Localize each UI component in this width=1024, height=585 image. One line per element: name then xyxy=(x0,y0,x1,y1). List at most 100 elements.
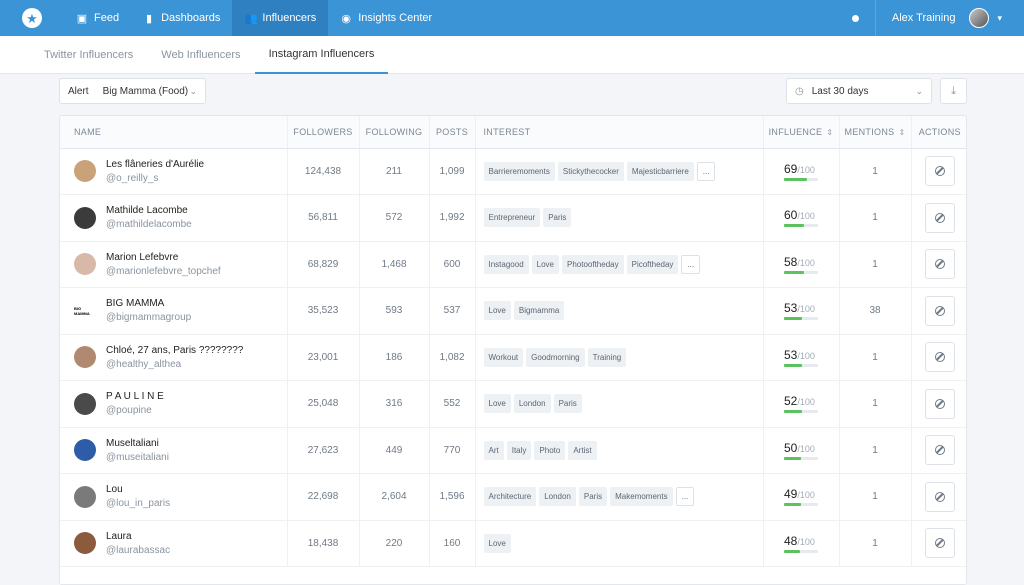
table-row[interactable]: BIG MAMMA BIG MAMMA @bigmammagroup 35,523 59… xyxy=(60,287,966,335)
table-row[interactable]: Chloé, 27 ans, Paris ???????? @healthy_al… xyxy=(60,334,966,381)
interest-tag[interactable]: Paris xyxy=(543,208,572,228)
user-avatar[interactable] xyxy=(969,8,990,28)
sort-icon: ⇕ xyxy=(826,127,834,137)
posts-cell: 552 xyxy=(429,380,476,428)
column-header-mentions[interactable]: MENTIONS ⇕ xyxy=(839,116,912,149)
name-cell: Chloé, 27 ans, Paris ???????? @healthy_al… xyxy=(60,334,288,381)
tab-web-influencers[interactable]: Web Influencers xyxy=(161,49,241,61)
block-button[interactable] xyxy=(924,342,955,373)
mentions-cell: 1 xyxy=(839,334,912,381)
block-button[interactable] xyxy=(924,435,955,466)
block-button[interactable] xyxy=(924,481,955,512)
influencer-profile[interactable]: Lou @lou_in_paris xyxy=(74,484,287,509)
avatar: BIG MAMMA xyxy=(74,299,96,322)
interest-tag[interactable]: London xyxy=(539,487,576,507)
mentions-cell: 1 xyxy=(839,148,912,195)
more-tags-button[interactable]: ... xyxy=(675,487,695,507)
actions-cell xyxy=(911,194,966,242)
alert-dropdown[interactable]: Alert Big Mamma (Food) ⌄ xyxy=(59,78,206,104)
block-button[interactable] xyxy=(924,388,955,419)
interest-tag[interactable]: Love xyxy=(483,301,511,321)
block-button[interactable] xyxy=(924,295,955,326)
influence-bar xyxy=(784,549,818,553)
interest-cell: Barrieremoments Stickythecocker Majesticba… xyxy=(475,148,764,195)
nav-item-insights-center[interactable]: ◉ Insights Center xyxy=(328,0,444,36)
avatar xyxy=(74,253,96,276)
interest-tag[interactable]: Paris xyxy=(578,487,608,507)
table-row[interactable]: Museltaliani @museitaliani 27,623 449 770 Art… xyxy=(60,427,966,474)
interest-tag[interactable]: London xyxy=(513,394,551,414)
influencer-profile[interactable]: Laura @laurabassac xyxy=(74,531,287,556)
following-cell: 1,468 xyxy=(359,241,430,288)
influencer-profile[interactable]: Les flâneries d'Aurélie @o_reilly_s xyxy=(74,159,287,184)
influence-cell: 49/100 xyxy=(763,473,840,521)
interest-tag[interactable]: Art xyxy=(483,440,504,460)
table-row[interactable]: Laura @laurabassac 18,438 220 160 Love 48/100 1 xyxy=(60,520,966,567)
tab-twitter-influencers[interactable]: Twitter Influencers xyxy=(44,49,134,61)
interest-tag[interactable]: Entrepreneur xyxy=(483,208,541,228)
interest-tag[interactable]: Picoftheday xyxy=(626,254,679,274)
table-row[interactable]: Lou @lou_in_paris 22,698 2,604 1,596 Architec… xyxy=(60,473,966,521)
followers-cell: 35,523 xyxy=(287,287,360,335)
tab-instagram-influencers[interactable]: Instagram Influencers xyxy=(254,36,389,74)
influencer-profile[interactable]: Chloé, 27 ans, Paris ???????? @healthy_al… xyxy=(74,345,287,370)
column-header-name[interactable]: NAME xyxy=(60,116,288,149)
notification-dot-icon[interactable] xyxy=(851,14,859,22)
influencer-profile[interactable]: Marion Lefebvre @marionlefebvre_topchef xyxy=(74,252,287,277)
interest-tag[interactable]: Training xyxy=(587,347,627,367)
interest-tag[interactable]: Bigmamma xyxy=(513,301,565,321)
table-row[interactable]: Mathilde Lacombe @mathildelacombe 56,811 57… xyxy=(60,194,966,242)
interest-tag[interactable]: Love xyxy=(531,254,559,274)
date-range-dropdown[interactable]: ◷ Last 30 days ⌄ xyxy=(786,78,932,104)
interest-tag[interactable]: Instagood xyxy=(483,254,529,274)
more-tags-button[interactable]: ... xyxy=(681,254,701,274)
block-button[interactable] xyxy=(924,202,955,233)
influencer-name: Mathilde Lacombe xyxy=(106,205,188,217)
interest-tag[interactable]: Love xyxy=(483,533,511,553)
interest-tag[interactable]: Architecture xyxy=(483,487,537,507)
column-header-following[interactable]: FOLLOWING xyxy=(359,116,430,149)
date-range-value: Last 30 days xyxy=(811,85,869,97)
influencer-profile[interactable]: Mathilde Lacombe @mathildelacombe xyxy=(74,205,287,230)
chevron-down-icon[interactable]: ▾ xyxy=(997,12,1002,23)
user-name[interactable]: Alex Training xyxy=(891,12,956,24)
download-button[interactable]: ⤓ xyxy=(940,78,967,104)
posts-cell: 1,082 xyxy=(429,334,476,381)
main-nav: ▣ Feed ▮ Dashboards 👥 Influencers ◉ Insights Ce… xyxy=(64,0,444,36)
influencer-handle: @mathildelacombe xyxy=(106,219,192,231)
compass-icon: ◉ xyxy=(341,12,352,25)
table-row[interactable]: Les flâneries d'Aurélie @o_reilly_s 124,43… xyxy=(60,148,966,195)
influencer-profile[interactable]: BIG MAMMA BIG MAMMA @bigmammagroup xyxy=(74,298,287,323)
name-cell: Laura @laurabassac xyxy=(60,520,288,567)
interest-tag[interactable]: Photo xyxy=(534,440,566,460)
influence-max: /100 xyxy=(797,397,815,408)
interest-tag[interactable]: Artist xyxy=(568,440,597,460)
influence-bar-fill xyxy=(784,549,801,553)
block-button[interactable] xyxy=(924,528,955,559)
interest-tag[interactable]: Paris xyxy=(553,394,582,414)
star-logo-icon[interactable]: ★ xyxy=(22,8,42,28)
column-header-posts[interactable]: POSTS xyxy=(429,116,476,149)
interest-tag[interactable]: Goodmorning xyxy=(526,347,585,367)
table-row[interactable]: P A U L I N E @poupine 25,048 316 552 Love Lon… xyxy=(60,380,966,428)
influencer-profile[interactable]: P A U L I N E @poupine xyxy=(74,391,287,416)
interest-tag[interactable]: Photooftheday xyxy=(562,254,624,274)
interest-tag[interactable]: Majesticbarriere xyxy=(626,161,694,181)
interest-tag[interactable]: Italy xyxy=(506,440,532,460)
more-tags-button[interactable]: ... xyxy=(696,161,716,181)
interest-tag[interactable]: Makemoments xyxy=(610,487,673,507)
interest-tag[interactable]: Workout xyxy=(483,347,524,367)
interest-tag[interactable]: Love xyxy=(483,394,511,414)
column-header-influence[interactable]: INFLUENCE ⇕ xyxy=(763,116,840,149)
interest-tag[interactable]: Stickythecocker xyxy=(557,161,624,181)
nav-item-feed[interactable]: ▣ Feed xyxy=(64,0,131,36)
nav-item-dashboards[interactable]: ▮ Dashboards xyxy=(131,0,232,36)
interest-tag[interactable]: Barrieremoments xyxy=(483,161,555,181)
column-header-followers[interactable]: FOLLOWERS xyxy=(287,116,360,149)
table-row[interactable]: Marion Lefebvre @marionlefebvre_topchef 68… xyxy=(60,241,966,288)
influencer-name: Les flâneries d'Aurélie xyxy=(106,158,205,170)
influencer-profile[interactable]: Museltaliani @museitaliani xyxy=(74,438,287,463)
block-button[interactable] xyxy=(924,249,955,280)
block-button[interactable] xyxy=(924,156,955,187)
nav-item-influencers[interactable]: 👥 Influencers xyxy=(232,0,329,36)
